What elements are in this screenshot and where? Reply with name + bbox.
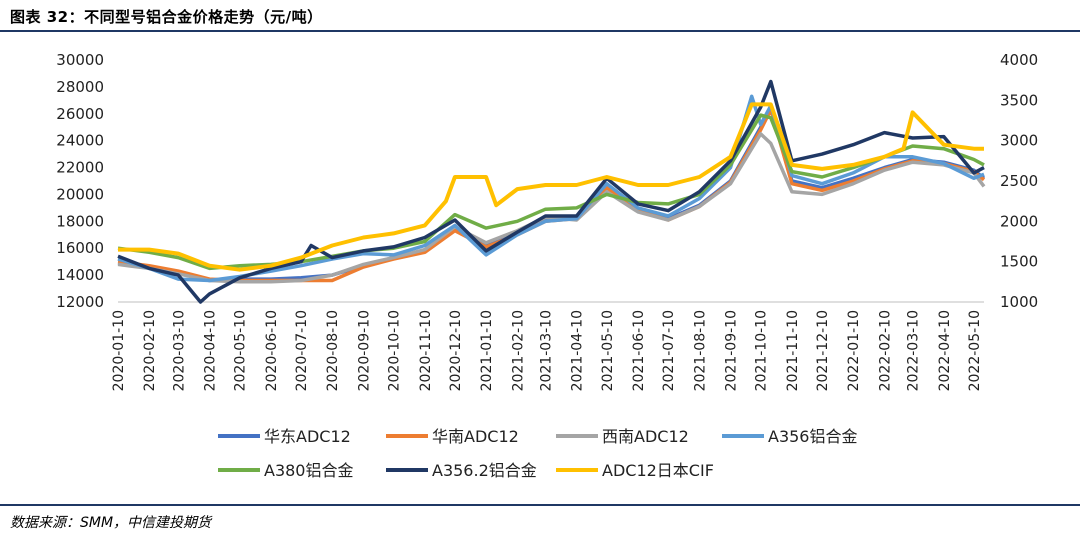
x-tick-label: 2020-09-10 xyxy=(356,310,372,391)
series-line-6 xyxy=(118,102,984,272)
x-tick-label: 2021-12-10 xyxy=(815,310,831,391)
x-tick-label: 2020-12-10 xyxy=(448,310,464,391)
x-tick-label: 2020-05-10 xyxy=(233,310,249,391)
x-tick-label: 2021-03-10 xyxy=(538,310,554,391)
x-tick-label: 2020-11-10 xyxy=(418,310,434,391)
x-tick-label: 2020-03-10 xyxy=(171,310,187,391)
x-tick-label: 2021-06-10 xyxy=(631,310,647,391)
legend-label: A380铝合金 xyxy=(264,461,354,480)
line-chart: 30000 28000 26000 24000 22000 20000 18000 16000… xyxy=(56,51,1038,480)
x-tick-label: 2021-04-10 xyxy=(570,310,586,391)
series-line-1 xyxy=(117,107,986,283)
legend-label: 华南ADC12 xyxy=(432,427,519,446)
top-rule xyxy=(0,30,1080,32)
right-tick-label: 2500 xyxy=(1000,172,1038,190)
x-tick-label: 2020-06-10 xyxy=(264,310,280,391)
left-tick-label: 16000 xyxy=(56,239,104,257)
series-lines xyxy=(117,79,986,304)
x-tick-label: 2021-09-10 xyxy=(724,310,740,391)
x-tick-label: 2020-04-10 xyxy=(203,310,219,391)
x-tick-label: 2021-02-10 xyxy=(510,310,526,391)
series-line-3 xyxy=(117,94,985,283)
chart-title: 图表 32：不同型号铝合金价格走势（元/吨） xyxy=(10,8,323,26)
x-tick-label: 2022-04-10 xyxy=(937,310,953,391)
legend-label: A356铝合金 xyxy=(768,427,858,446)
series-line-5 xyxy=(117,79,985,304)
left-tick-label: 30000 xyxy=(56,51,104,69)
legend-label: 华东ADC12 xyxy=(264,427,351,446)
legend: 华东ADC12 华南ADC12 西南ADC12 A356铝合金 A380铝合金 A356.… xyxy=(218,427,858,480)
left-axis-labels: 30000 28000 26000 24000 22000 20000 18000 16000… xyxy=(56,51,104,311)
x-tick-label: 2022-03-10 xyxy=(906,310,922,391)
right-tick-label: 3500 xyxy=(1000,91,1038,109)
x-tick-label: 2020-08-10 xyxy=(325,310,341,391)
right-tick-label: 3000 xyxy=(1000,132,1038,150)
x-tick-label: 2022-05-10 xyxy=(967,310,983,391)
left-tick-label: 20000 xyxy=(56,185,104,203)
x-tick-label: 2020-02-10 xyxy=(142,310,158,391)
left-tick-label: 18000 xyxy=(56,212,104,230)
x-axis-labels: 2020-01-10 2020-02-10 2020-03-10 2020-04-10… xyxy=(111,310,983,391)
legend-label: ADC12日本CIF xyxy=(602,461,714,480)
left-tick-label: 24000 xyxy=(56,132,104,150)
x-tick-label: 2021-07-10 xyxy=(661,310,677,391)
right-axis-labels: 4000 3500 3000 2500 2000 1500 1000 xyxy=(1000,51,1038,311)
x-tick-label: 2021-11-10 xyxy=(785,310,801,391)
legend-label: A356.2铝合金 xyxy=(432,461,537,480)
right-tick-label: 2000 xyxy=(1000,212,1038,230)
left-tick-label: 14000 xyxy=(56,266,104,284)
x-tick-label: 2021-05-10 xyxy=(600,310,616,391)
left-tick-label: 22000 xyxy=(56,159,104,177)
series-line-0 xyxy=(117,105,986,283)
left-tick-label: 12000 xyxy=(56,293,104,311)
x-tick-label: 2021-10-10 xyxy=(754,310,770,391)
right-tick-label: 4000 xyxy=(1000,51,1038,69)
left-tick-label: 28000 xyxy=(56,78,104,96)
series-line-4 xyxy=(117,113,985,271)
source-note: 数据来源：SMM，中信建投期货 xyxy=(10,515,212,531)
bottom-rule xyxy=(0,504,1080,506)
x-tick-label: 2022-02-10 xyxy=(877,310,893,391)
x-tick-label: 2022-01-10 xyxy=(846,310,862,391)
legend-label: 西南ADC12 xyxy=(602,427,689,446)
x-tick-label: 2021-08-10 xyxy=(692,310,708,391)
right-tick-label: 1500 xyxy=(1000,253,1038,271)
right-tick-label: 1000 xyxy=(1000,293,1038,311)
left-tick-label: 26000 xyxy=(56,105,104,123)
x-tick-label: 2020-01-10 xyxy=(111,310,127,391)
x-tick-label: 2020-07-10 xyxy=(294,310,310,391)
x-tick-label: 2021-01-10 xyxy=(479,310,495,391)
x-tick-label: 2020-10-10 xyxy=(387,310,403,391)
